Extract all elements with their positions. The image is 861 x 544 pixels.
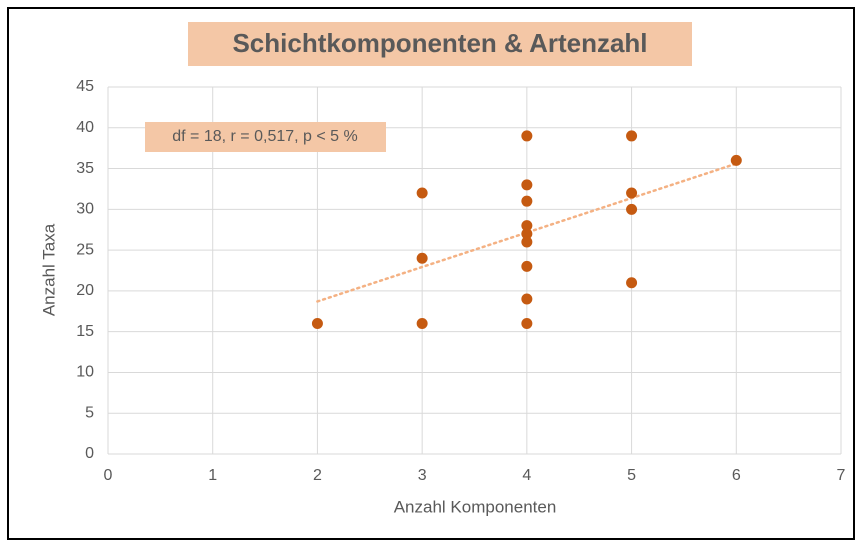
x-tick-label: 4 bbox=[522, 467, 531, 484]
point bbox=[521, 179, 533, 191]
x-tick-label: 2 bbox=[313, 467, 322, 484]
x-tick-label: 7 bbox=[837, 467, 846, 484]
point bbox=[521, 228, 533, 240]
point bbox=[521, 293, 533, 305]
point bbox=[521, 130, 533, 142]
y-axis-label: Anzahl Taxa bbox=[39, 223, 58, 316]
x-tick-label: 6 bbox=[732, 467, 741, 484]
marks bbox=[311, 130, 742, 330]
y-tick-label: 15 bbox=[76, 323, 94, 340]
point bbox=[521, 236, 533, 248]
point bbox=[521, 195, 533, 207]
y-tick-label: 35 bbox=[76, 160, 94, 177]
point bbox=[730, 154, 742, 166]
point bbox=[416, 318, 428, 330]
chart-border bbox=[7, 7, 855, 540]
annotation: df = 18, r = 0,517, p < 5 % bbox=[172, 128, 357, 145]
y-tick-label: 45 bbox=[76, 78, 94, 95]
point bbox=[626, 203, 638, 215]
point bbox=[521, 318, 533, 330]
point bbox=[521, 220, 533, 232]
point bbox=[626, 277, 638, 289]
y-tick-label: 40 bbox=[76, 119, 94, 136]
y-tick-label: 10 bbox=[76, 364, 94, 381]
annotation-box bbox=[145, 122, 386, 152]
y-tick-label: 0 bbox=[85, 445, 94, 462]
x-tick-label: 0 bbox=[104, 467, 113, 484]
title-box bbox=[188, 22, 692, 66]
point bbox=[311, 318, 323, 330]
x-tick-label: 3 bbox=[418, 467, 427, 484]
y-tick-label: 25 bbox=[76, 241, 94, 258]
trendline bbox=[316, 162, 738, 303]
chart-title: Schichtkomponenten & Artenzahl bbox=[232, 28, 647, 58]
point bbox=[626, 187, 638, 199]
x-tick-label: 5 bbox=[627, 467, 636, 484]
y-tick-label: 30 bbox=[76, 201, 94, 218]
point bbox=[521, 260, 533, 272]
point bbox=[416, 187, 428, 199]
x-tick-label: 1 bbox=[208, 467, 217, 484]
y-tick-label: 20 bbox=[76, 282, 94, 299]
x-axis-label: Anzahl Komponenten bbox=[394, 497, 557, 516]
point bbox=[626, 130, 638, 142]
y-tick-label: 5 bbox=[85, 404, 94, 421]
point bbox=[416, 252, 428, 264]
